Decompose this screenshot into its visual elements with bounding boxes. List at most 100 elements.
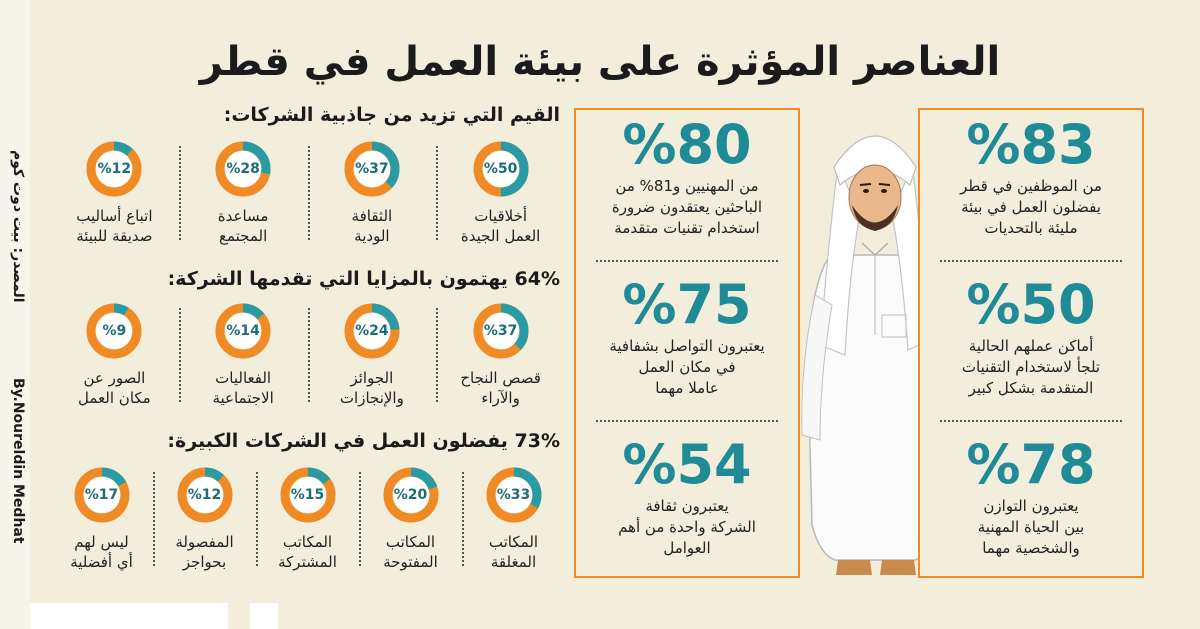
stat-item: %37 قصص النجاح والآراء [436, 302, 565, 408]
column-divider [153, 472, 155, 566]
donut-chart: %37 [343, 140, 401, 198]
source-label: المصدر: بيت دوت كوم [10, 150, 26, 303]
stat-line: تلجأ لاستخدام التقنيات [961, 358, 1101, 376]
donut-value-arc [473, 303, 529, 359]
column-divider [256, 472, 258, 566]
donut-percent-label: %15 [290, 487, 325, 503]
stat-line: أماكن عملهم الحالية [968, 337, 1094, 355]
donut-center [392, 477, 429, 513]
caption-line: الجوائز [350, 369, 394, 387]
caption-line: مساعدة [217, 207, 269, 225]
column-divider [436, 308, 439, 402]
donut-value-arc [473, 141, 529, 197]
column-divider [436, 146, 439, 240]
stat-caption: قصص النجاح والآراء [436, 368, 565, 408]
caption-line: الاجتماعية [212, 389, 274, 407]
donut-value-arc [86, 141, 142, 197]
caption-line: المجتمع [218, 227, 268, 245]
stat-percent: %50 [966, 273, 1096, 336]
donut-center [225, 313, 262, 349]
section1-heading: القيم التي تزيد من جاذبية الشركات: [223, 104, 560, 126]
caption-line: المغلقة [490, 553, 537, 571]
caption-line: أخلاقيات [474, 207, 528, 225]
donut-center [186, 477, 223, 513]
stat-description: من الموظفين في قطر يفضلون العمل في بيئة … [920, 176, 1142, 239]
donut-center [83, 477, 120, 513]
left-margin-strip [0, 0, 30, 629]
donut-chart: %12 [85, 140, 143, 198]
caption-line: مكان العمل [78, 389, 151, 407]
stat-item: %14 الفعاليات الاجتماعية [178, 302, 308, 408]
divider [596, 420, 778, 422]
section2-grid: %37 قصص النجاح والآراء %24 الجوائز والإنجازات… [50, 302, 565, 408]
donut-percent-label: %9 [102, 323, 127, 339]
donut-percent-label: %12 [187, 487, 222, 503]
section1-grid: %50 أخلاقيات العمل الجيدة %37 الثقافة الودية%… [50, 140, 565, 246]
stat-description: من المهنيين و81% من الباحثين يعتقدون ضرو… [576, 176, 798, 239]
divider [596, 260, 778, 262]
donut-chart: %50 [472, 140, 530, 198]
stat-line: بين الحياة المهنية [977, 518, 1085, 536]
donut-chart: %14 [214, 302, 272, 360]
stat-item: %12 المفصولة بحواجز [153, 466, 256, 572]
divider [940, 260, 1122, 262]
donut-value-arc [344, 141, 400, 197]
column-divider [307, 146, 310, 240]
stat-line: الشركة واحدة من أهم [618, 518, 756, 536]
stat-line: يفضلون العمل في بيئة [961, 198, 1101, 216]
section3-grid: %33 المكاتب المغلقة %20 المكاتب المفتوحة %15 ال… [50, 466, 565, 572]
stat-item: %28 مساعدة المجتمع [178, 140, 308, 246]
column-divider [462, 472, 464, 566]
caption-line: بحواجز [182, 553, 227, 571]
stat-line: يعتبرون ثقافة [645, 497, 729, 515]
caption-line: قصص النجاح [460, 369, 541, 387]
stat-line: يعتبرون التوازن [983, 497, 1079, 515]
column-divider [178, 308, 181, 402]
stat-description: أماكن عملهم الحالية تلجأ لاستخدام التقني… [920, 336, 1142, 399]
donut-center [482, 151, 519, 187]
donut-percent-label: %14 [226, 323, 260, 339]
caption-line: والآراء [481, 389, 520, 407]
column-divider [178, 146, 181, 240]
stat-description: يعتبرون التوازن بين الحياة المهنية والشخ… [920, 496, 1142, 559]
donut-percent-label: %20 [393, 487, 428, 503]
stat-line: المتقدمة بشكل كبير [968, 379, 1094, 397]
stat-caption: مساعدة المجتمع [179, 206, 308, 246]
donut-value-arc [280, 467, 335, 523]
stat-description: يعتبرون التواصل بشفافية في مكان العمل عا… [576, 336, 798, 399]
stat-line: من المهنيين و81% من [615, 177, 759, 195]
stat-description: يعتبرون ثقافة الشركة واحدة من أهم العوام… [576, 496, 798, 559]
stat-caption: اتباع أساليب صديقة للبيئة [50, 206, 179, 246]
donut-center [482, 313, 519, 349]
stat-item: %50 أخلاقيات العمل الجيدة [436, 140, 565, 246]
donut-percent-label: %24 [355, 323, 389, 339]
caption-line: والإنجازات [339, 389, 404, 407]
stat-item: %15 المكاتب المشتركة [256, 466, 359, 572]
stat-item: %9 الصور عن مكان العمل [50, 302, 179, 408]
section3-heading: 73% يفضلون العمل في الشركات الكبيرة: [167, 430, 560, 452]
caption-line: المكاتب [282, 533, 333, 551]
section2-heading: 64% يهتمون بالمزايا التي تقدمها الشركة: [167, 268, 560, 290]
caption-line: أي أفضلية [70, 553, 133, 571]
stat-card: %80 من المهنيين و81% من الباحثين يعتقدون… [576, 116, 798, 239]
stat-line: الباحثين يعتقدون ضرورة [611, 198, 763, 216]
stat-line: مليئة بالتحديات [984, 219, 1078, 237]
stat-line: والشخصية مهما [982, 539, 1080, 557]
donut-center [353, 313, 390, 349]
donut-chart: %17 [73, 466, 131, 524]
caption-line: الفعاليات [215, 369, 272, 387]
donut-value-arc [215, 303, 271, 359]
donut-value-arc [86, 303, 142, 359]
stat-card: %75 يعتبرون التواصل بشفافية في مكان العم… [576, 276, 798, 399]
donut-center [96, 313, 133, 349]
column-divider [359, 472, 361, 566]
donut-percent-label: %37 [355, 161, 389, 177]
stat-caption: أخلاقيات العمل الجيدة [436, 206, 565, 246]
stat-caption: المفصولة بحواجز [153, 532, 256, 572]
donut-center [96, 151, 133, 187]
stat-caption: المكاتب المفتوحة [359, 532, 462, 572]
donut-chart: %12 [176, 466, 234, 524]
page-title: العناصر المؤثرة على بيئة العمل في قطر [199, 39, 1001, 85]
stat-line: العوامل [663, 539, 711, 557]
source-sidebar: المصدر: بيت دوت كوم By.Noureldin Medhat [0, 150, 30, 590]
